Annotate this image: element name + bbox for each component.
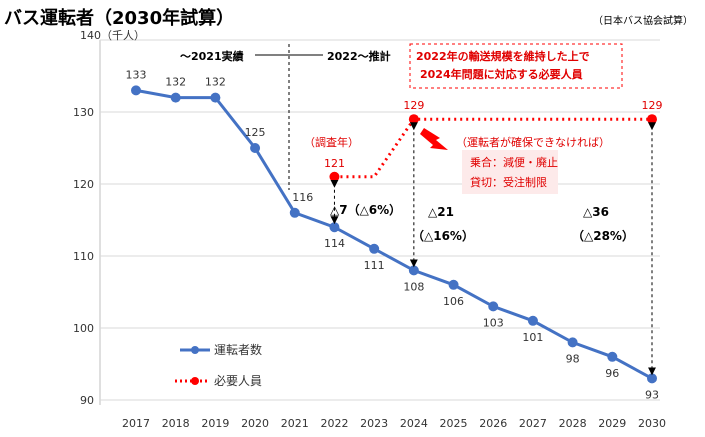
drivers-point [329, 222, 340, 233]
drivers-line [135, 88, 653, 380]
drivers-value-label: 116 [292, 191, 313, 204]
drivers-point [567, 337, 578, 348]
labels-drivers: 133 132 132 125 116 114 111 108 106 103 101 98 96 93 [126, 68, 660, 401]
x-tick-label: 2021 [281, 417, 309, 430]
gap-2030-label-a: △36 [583, 205, 609, 219]
callout-box [409, 43, 623, 89]
drivers-value-label: 132 [165, 76, 186, 89]
y-axis-ticks: 90 100 110 120 130 [73, 106, 94, 407]
gap-2024-label-b: （△16%） [412, 228, 474, 243]
chart-title: バス運転者（2030年試算） [4, 8, 235, 29]
required-value-label: 129 [642, 99, 663, 112]
required-point [647, 114, 657, 125]
drivers-value-label: 108 [403, 280, 424, 293]
drivers-value-label: 96 [605, 367, 619, 380]
drivers-value-label: 106 [443, 295, 464, 308]
legend-label-required: 必要人員 [214, 374, 262, 388]
x-tick-label: 2023 [360, 417, 388, 430]
drivers-point [369, 243, 380, 254]
callout-line-2: 2024年問題に対応する必要人員 [420, 67, 583, 81]
x-tick-label: 2030 [638, 417, 666, 430]
shortage-note: （運転者が確保できなければ） [456, 135, 610, 149]
series-required [329, 114, 657, 182]
y-axis-unit: 140（千人） [80, 29, 145, 42]
drivers-value-label: 98 [566, 352, 580, 365]
actual-label: 〜2021実績 [180, 49, 244, 63]
drivers-value-label: 103 [483, 316, 504, 329]
required-point [408, 114, 419, 125]
survey-year-label: （調査年） [304, 135, 359, 149]
drivers-value-label: 114 [324, 237, 345, 250]
x-tick-label: 2017 [122, 417, 150, 430]
x-tick-label: 2026 [479, 417, 507, 430]
gap-2024-label-a: △21 [428, 205, 454, 219]
y-tick-label: 90 [80, 394, 94, 407]
drivers-value-label: 111 [364, 259, 385, 272]
drivers-value-label: 132 [205, 76, 226, 89]
callout-line-1: 2022年の輸送規模を維持した上で [416, 49, 590, 63]
drivers-point [607, 351, 618, 362]
labels-required: 121 129 129 [324, 99, 663, 170]
y-tick-label: 130 [73, 106, 94, 119]
legend-label-drivers: 運転者数 [214, 342, 262, 357]
drivers-point [647, 373, 657, 384]
x-tick-label: 2024 [400, 417, 428, 430]
red-arrow-icon [420, 128, 448, 150]
drivers-point [250, 143, 261, 153]
x-tick-label: 2028 [559, 417, 587, 430]
x-axis-ticks: 2017 2018 2019 2020 2021 2022 2023 2024 2025 2026… [122, 417, 666, 430]
gridlines [99, 39, 660, 405]
required-point [329, 171, 340, 182]
y-tick-label: 100 [73, 322, 94, 335]
drivers-value-label: 125 [245, 126, 266, 139]
drivers-point [408, 265, 419, 276]
x-tick-label: 2020 [241, 417, 269, 430]
x-tick-label: 2019 [201, 417, 229, 430]
x-tick-label: 2029 [598, 417, 626, 430]
legend-marker-drivers [191, 346, 199, 354]
gap-arrows [330, 122, 656, 376]
shortage-box [462, 150, 558, 194]
shortage-item-2: 貸切：受注制限 [470, 175, 547, 189]
drivers-point [289, 207, 300, 218]
drivers-value-label: 101 [522, 331, 543, 344]
drivers-value-label: 133 [126, 68, 147, 81]
x-tick-label: 2018 [162, 417, 190, 430]
source-note: （日本バス協会試算） [593, 16, 693, 27]
drivers-point [488, 301, 499, 312]
y-tick-label: 110 [73, 250, 94, 263]
required-value-label: 129 [403, 99, 424, 112]
required-line [334, 117, 652, 179]
x-tick-label: 2027 [519, 417, 547, 430]
drivers-point [131, 85, 141, 96]
drivers-point [210, 92, 221, 103]
drivers-point [527, 315, 538, 326]
series-drivers [131, 85, 657, 384]
drivers-point [448, 279, 459, 290]
gap-2030-label-b: （△28%） [572, 228, 634, 243]
y-tick-label: 120 [73, 178, 94, 191]
legend-marker-required [191, 377, 199, 385]
forecast-label: 2022〜推計 [327, 49, 391, 63]
x-tick-label: 2025 [440, 417, 468, 430]
x-tick-label: 2022 [320, 417, 348, 430]
required-value-label: 121 [324, 157, 345, 170]
shortage-item-1: 乗合：減便・廃止 [470, 155, 558, 169]
gap-2022-label: △7（△6%） [330, 202, 401, 217]
drivers-point [170, 92, 181, 103]
drivers-value-label: 93 [645, 388, 659, 401]
